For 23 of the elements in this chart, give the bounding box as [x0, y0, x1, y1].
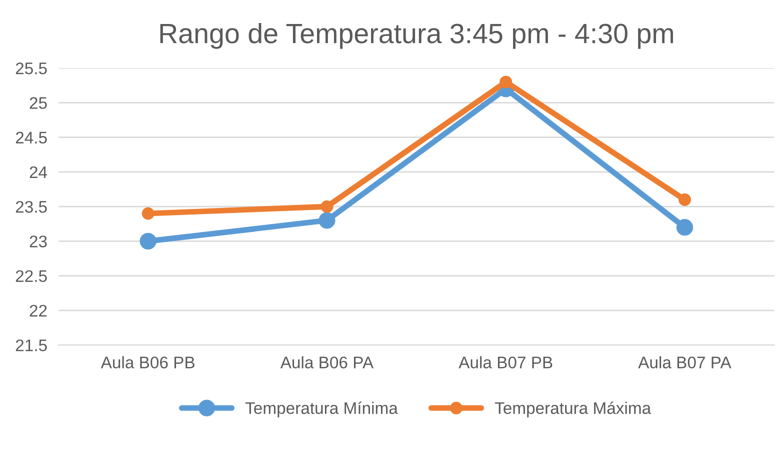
x-tick-label: Aula B06 PB	[100, 356, 194, 368]
chart-title: Rango de Temperatura 3:45 pm - 4:30 pm	[160, 22, 673, 49]
x-tick-label: Aula B07 PA	[638, 356, 732, 368]
point	[142, 207, 154, 220]
y-tick-label: 22.5	[16, 270, 47, 282]
point	[500, 76, 512, 88]
point	[140, 232, 156, 250]
y-tick-label: 25.5	[16, 62, 47, 74]
y-tick-label: 24.5	[16, 132, 47, 144]
point	[318, 212, 336, 229]
point	[678, 193, 691, 206]
y-tick-label: 23.5	[16, 200, 47, 213]
point	[676, 219, 694, 236]
x-tick-label: Aula B06 PA	[280, 356, 374, 368]
point	[320, 200, 334, 213]
y-tick-label: 21.5	[16, 339, 47, 352]
y-tick-label: 24	[30, 166, 48, 178]
y-tick-label: 25	[30, 97, 47, 109]
y-tick-label: 22	[30, 304, 47, 316]
y-tick-label: 23	[30, 236, 47, 248]
x-tick-label: Aula B07 PB	[458, 356, 552, 368]
legend-label: Temperatura Mínima	[245, 402, 398, 418]
legend-label: Temperatura Máxima	[494, 402, 652, 418]
